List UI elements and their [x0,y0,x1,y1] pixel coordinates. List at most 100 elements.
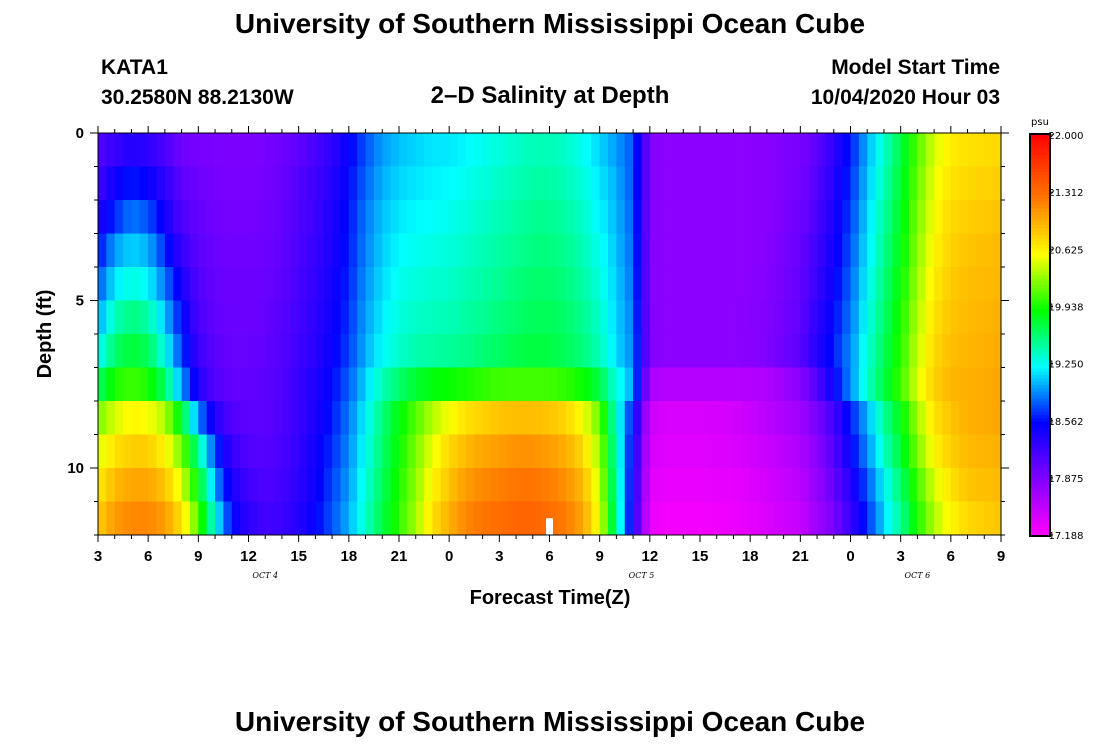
heatmap-cell [608,367,617,402]
heatmap-cell [290,334,300,368]
heatmap-cell [499,300,509,335]
station-coordinates: 30.2580N 88.2130W [101,86,294,109]
heatmap-cell [139,133,149,167]
heatmap-cell [967,434,977,469]
heatmap-cell [139,468,149,502]
y-tick-label: 0 [76,125,84,142]
heatmap-cell [206,367,216,402]
heatmap-cell [791,267,801,301]
heatmap-cell [842,300,851,335]
heatmap-cell [532,300,542,335]
heatmap-cell [741,367,751,402]
heatmap-cell [775,200,785,234]
x-tick-label: 21 [792,548,809,565]
heatmap-cell [624,334,634,368]
heatmap-cell [273,166,283,201]
heatmap-cell [700,367,709,402]
heatmap-cell [340,166,350,201]
heatmap-cell [758,468,768,502]
heatmap-cell [507,434,517,469]
heatmap-cell [909,334,918,368]
heatmap-cell [599,166,609,201]
x-tick-label: 6 [947,548,955,565]
heatmap-cell [867,267,876,301]
heatmap-cell [716,468,726,502]
heatmap-cell [524,233,534,268]
heatmap-cell [925,434,935,469]
colorbar-band [1031,258,1049,263]
heatmap-cell [984,501,994,536]
heatmap-cell [700,133,709,167]
heatmap-cell [733,200,743,234]
heatmap-cell [123,468,132,502]
heatmap-cell [691,267,701,301]
colorbar-band [1031,305,1049,309]
colorbar-band [1031,501,1049,506]
heatmap-cell [691,233,701,268]
heatmap-cell [800,233,810,268]
colorbar-band [1031,411,1049,416]
y-tick-label: 10 [67,460,84,477]
heatmap-cell [507,401,517,435]
x-tick-label: 12 [641,548,658,565]
heatmap-cell [775,468,785,502]
heatmap-cell [808,367,818,402]
colorbar-band [1031,505,1049,509]
heatmap-cell [139,334,149,368]
heatmap-cell [817,434,826,469]
heatmap-cell [967,501,977,536]
colorbar-band [1031,261,1049,266]
heatmap-cell [725,334,734,368]
heatmap-cell [766,300,776,335]
heatmap-cell [758,501,768,536]
colorbar-band [1031,231,1049,236]
heatmap-cell [332,166,341,201]
heatmap-cell [741,166,751,201]
heatmap-cell [432,501,442,536]
colorbar-band [1031,175,1049,179]
heatmap-cell [566,267,575,301]
heatmap-cell [516,233,525,268]
heatmap-cell [883,501,893,536]
heatmap-cell [909,166,918,201]
heatmap-cell [482,468,492,502]
heatmap-cell [323,200,333,234]
heatmap-cell [875,233,885,268]
heatmap-cell [114,367,124,402]
colorbar-band [1031,455,1049,459]
heatmap-cell [900,300,910,335]
heatmap-cell [783,501,793,536]
heatmap-cell [106,434,116,469]
heatmap-cell [992,133,1002,167]
colorbar-band [1031,171,1049,176]
heatmap-cell [783,200,793,234]
heatmap-cell [549,334,559,368]
heatmap-cell [624,200,634,234]
colorbar-band [1031,461,1049,466]
heatmap-cell [231,300,241,335]
heatmap-cell [775,501,785,536]
heatmap-cell [189,233,199,268]
heatmap-cell [365,334,375,368]
heatmap-cell [290,200,300,234]
heatmap-cell [432,468,442,502]
heatmap-cell [942,267,952,301]
heatmap-cell [992,200,1002,234]
heatmap-cell [265,133,274,167]
heatmap-cell [357,200,366,234]
heatmap-cell [223,267,233,301]
colorbar-band [1031,365,1049,369]
heatmap-cell [917,334,927,368]
heatmap-cell [290,468,300,502]
heatmap-cell [415,468,425,502]
colorbar-band [1031,341,1049,346]
heatmap-cell [106,468,116,502]
heatmap-cell [148,401,157,435]
heatmap-cell [925,334,935,368]
heatmap-cell [867,501,876,536]
heatmap-cell [156,401,166,435]
heatmap-cell [716,233,726,268]
heatmap-cell [850,133,860,167]
heatmap-cell [616,401,626,435]
heatmap-cell [357,233,366,268]
